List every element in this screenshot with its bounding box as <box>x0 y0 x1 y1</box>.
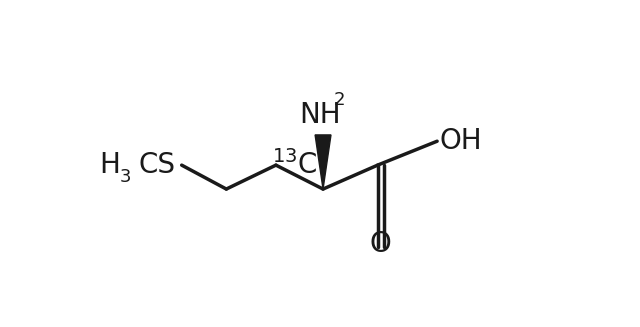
Text: OH: OH <box>440 127 482 155</box>
Polygon shape <box>315 135 331 189</box>
Text: CS: CS <box>138 151 175 179</box>
Text: $^{13}$C: $^{13}$C <box>273 150 318 180</box>
Text: 2: 2 <box>333 91 345 109</box>
Text: 3: 3 <box>120 168 131 186</box>
Text: O: O <box>370 230 392 258</box>
Text: H: H <box>99 151 120 179</box>
Text: NH: NH <box>300 101 341 129</box>
